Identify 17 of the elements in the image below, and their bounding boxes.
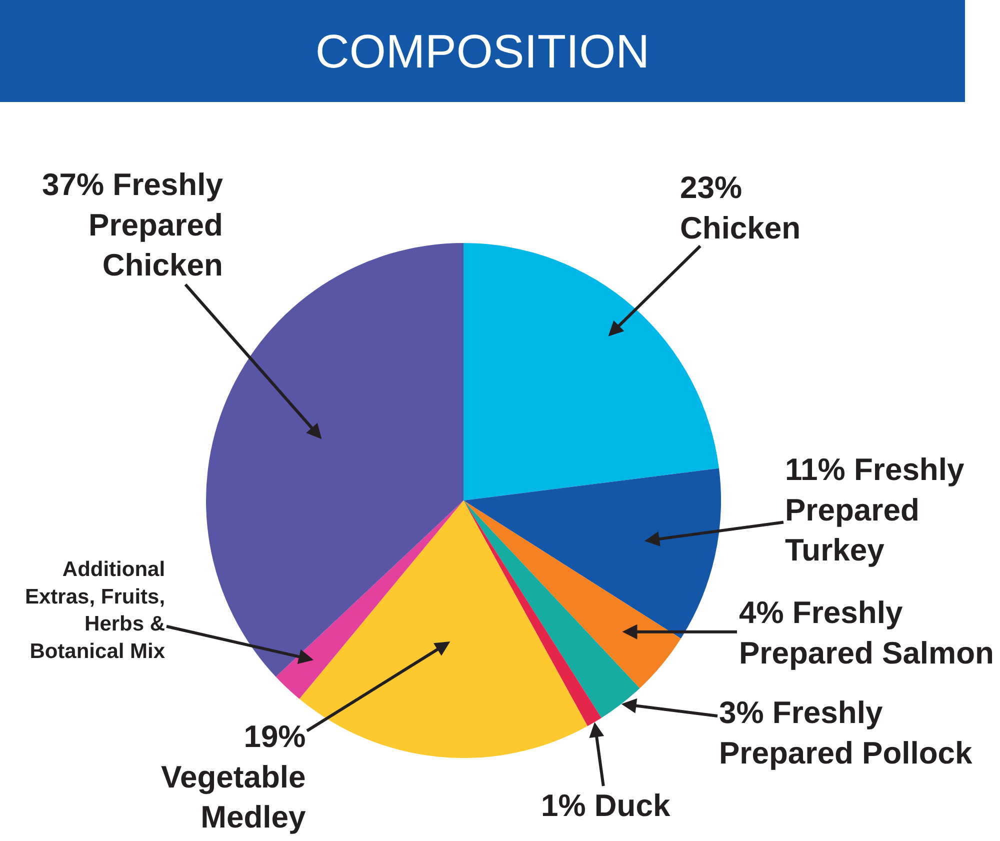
slice-label: Vegetable Medley: [161, 759, 306, 835]
slice-label: 37% Freshly Prepared Chicken: [42, 167, 224, 283]
pie-slice: [464, 243, 719, 500]
pie-slice: [276, 500, 464, 699]
pie-slice: [464, 468, 721, 638]
data-label: 19%: [244, 719, 306, 754]
slice-label: 4% Freshly Prepared Salmon: [739, 595, 994, 670]
slice-label: 1% Duck: [541, 788, 671, 823]
pie-slice: [464, 500, 681, 688]
data-label: 23%: [680, 170, 742, 205]
slice-label: 11% Freshly Prepared Turkey: [785, 452, 965, 568]
slice-label: 3% Freshly Prepared Pollock: [719, 695, 974, 770]
slice-label: Chicken: [680, 210, 801, 246]
pie-slice: [464, 500, 602, 726]
slice-label: Additional Extras, Fruits, Herbs & Botanical Mix: [25, 558, 166, 663]
chart-title: COMPOSITION: [315, 24, 650, 78]
pie-slice: [464, 500, 640, 718]
